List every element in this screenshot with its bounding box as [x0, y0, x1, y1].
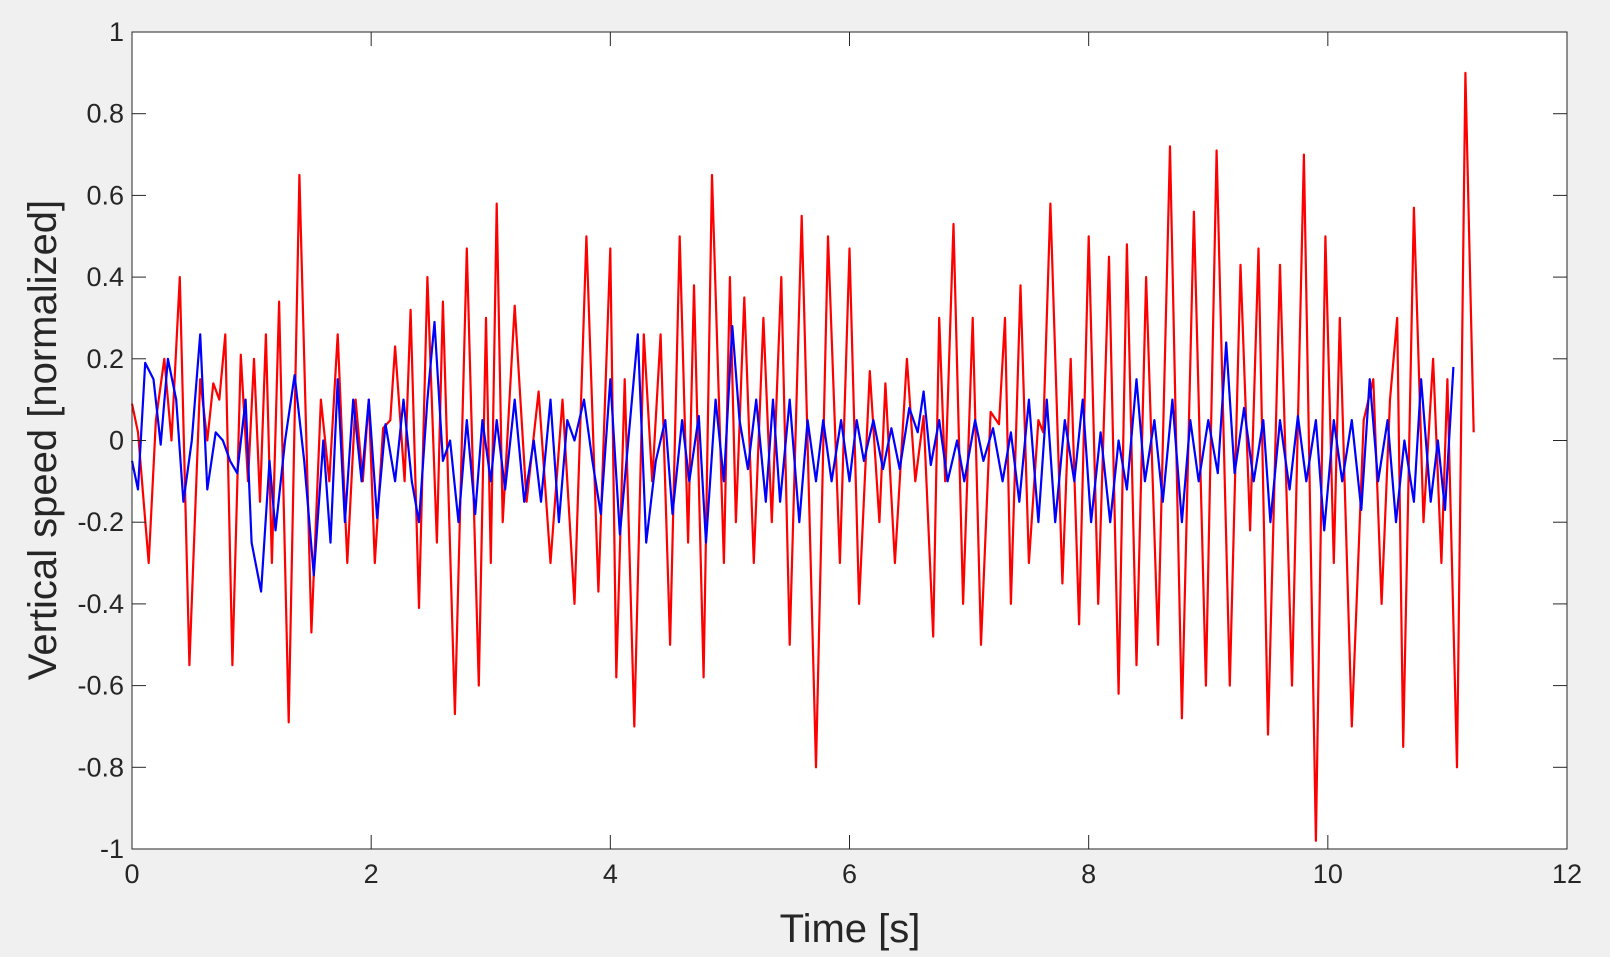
- data-line: [130, 71, 1475, 842]
- y-tick-label: -0.6: [77, 671, 124, 701]
- y-tick-label: -0.4: [77, 589, 124, 619]
- x-tick-label: 0: [124, 859, 139, 889]
- x-tick-label: 10: [1313, 859, 1343, 889]
- y-tick-label: -0.8: [77, 752, 124, 782]
- y-tick-label: -0.2: [77, 507, 124, 537]
- y-tick-label: 1: [109, 17, 124, 47]
- y-tick-label: 0.8: [86, 99, 124, 129]
- y-axis-label: Vertical speed [normalized]: [21, 200, 65, 680]
- x-tick-label: 2: [364, 859, 379, 889]
- y-tick-label: -1: [100, 834, 124, 864]
- y-tick-label: 0.4: [86, 262, 124, 292]
- x-axis-label: Time [s]: [780, 907, 921, 951]
- x-tick-label: 12: [1552, 859, 1582, 889]
- x-tick-label: 6: [842, 859, 857, 889]
- x-tick-label: 4: [603, 859, 618, 889]
- data-line: [130, 320, 1455, 593]
- y-tick-label: 0.2: [86, 344, 124, 374]
- y-tick-label: 0: [109, 426, 124, 456]
- y-tick-label: 0.6: [86, 180, 124, 210]
- x-tick-label: 8: [1081, 859, 1096, 889]
